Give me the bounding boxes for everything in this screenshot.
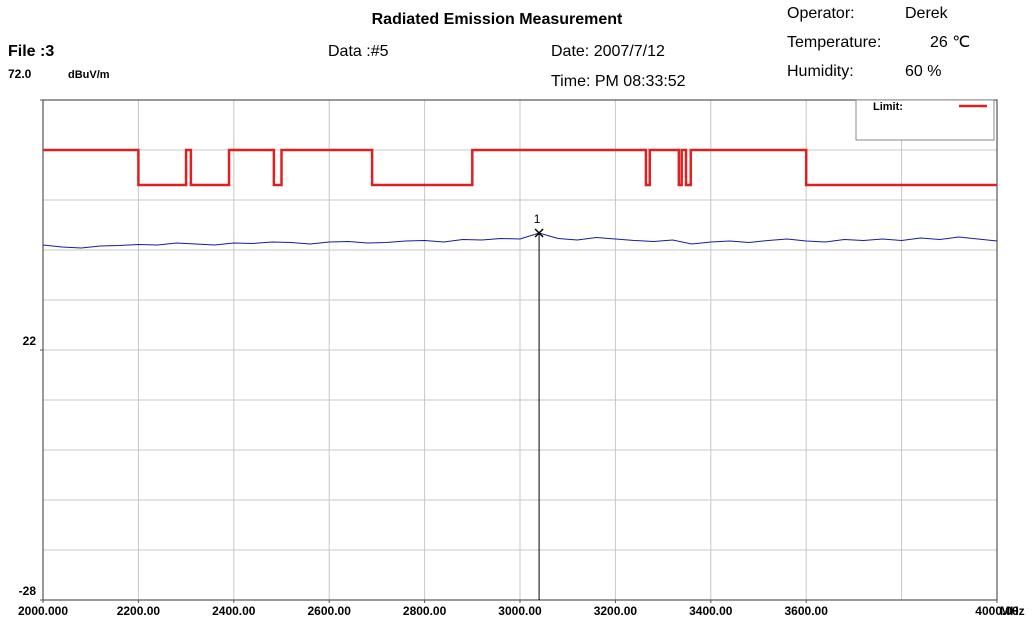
x-tick-label: 3000.00 [498,604,542,618]
y-tick-label: 72.0 [8,67,32,81]
x-tick-label: 2800.00 [403,604,447,618]
x-tick-label: 2600.00 [308,604,352,618]
x-tick-label: 3200.00 [594,604,638,618]
y-tick-label: -28 [19,584,37,598]
humidity-label: Humidity: [787,63,854,80]
chart-title: Radiated Emission Measurement [372,11,623,28]
y-tick-label: 22 [23,334,37,348]
x-tick-label: 2200.00 [117,604,161,618]
x-tick-label: 2000.000 [18,604,68,618]
time: Time: PM 08:33:52 [551,73,686,90]
data-no: Data :#5 [328,43,389,60]
y-unit: dBuV/m [68,69,110,81]
operator-label: Operator: [787,5,855,22]
temperature: 26 ℃ [930,34,970,51]
x-tick-label: 3400.00 [689,604,733,618]
marker-label: 1 [534,212,541,226]
legend-label: Limit: [873,101,903,113]
file: File :3 [8,43,54,60]
x-tick-label: 4000.00 [975,604,1019,618]
humidity: 60 % [905,63,941,80]
temperature-label: Temperature: [787,34,881,51]
x-unit: MHz [1000,604,1025,618]
marker-cross [534,228,544,238]
x-tick-label: 2400.00 [212,604,256,618]
trace-line [42,232,998,249]
operator: Derek [905,5,949,22]
date: Date: 2007/7/12 [551,43,665,60]
x-tick-label: 3600.00 [785,604,829,618]
limit-line [43,148,997,187]
